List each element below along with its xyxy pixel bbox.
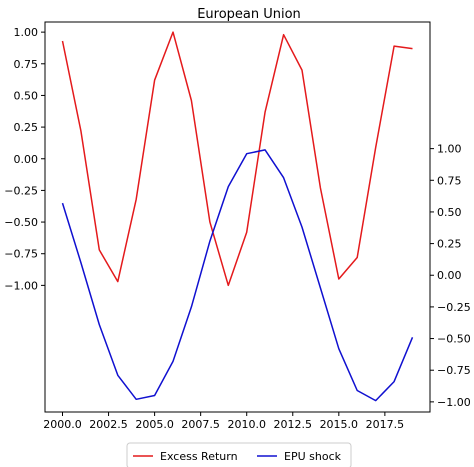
left-y-axis: 1.00 0.75 0.50 0.25 0.00 −0.25 −0.50 −0.75 −1.00 (4, 26, 45, 292)
x-tick-label: 2015.0 (320, 418, 359, 431)
plot-frame (44, 21, 431, 413)
right-y-tick-label: 0.25 (437, 238, 462, 251)
right-y-tick-label: −0.25 (437, 301, 471, 314)
series-line-epu-shock (61, 149, 414, 402)
x-tick-label: 2000.0 (43, 418, 82, 431)
left-y-tick-label: 0.50 (14, 89, 39, 102)
x-axis: 2000.0 2002.5 2005.0 2007.5 2010.0 2012.5 2015… (43, 412, 404, 431)
right-y-tick-label: −0.50 (437, 333, 471, 346)
x-tick-label: 2010.0 (227, 418, 266, 431)
x-tick-label: 2007.5 (181, 418, 220, 431)
right-y-axis: 1.00 0.75 0.50 0.25 0.00 −0.25 −0.50 −0.75 −1.00 (430, 143, 471, 409)
x-tick-label: 2012.5 (274, 418, 313, 431)
legend: Excess Return EPU shock (126, 442, 352, 467)
right-y-tick-label: 0.50 (437, 206, 462, 219)
left-y-tick-label: 0.25 (14, 121, 39, 134)
right-y-tick-label: 0.75 (437, 174, 462, 187)
series-line-excess-return (61, 31, 413, 287)
legend-box (126, 442, 352, 467)
left-y-tick-label: 0.00 (14, 153, 39, 166)
left-y-tick-label: −0.50 (4, 216, 38, 229)
right-y-tick-label: −1.00 (437, 396, 471, 409)
x-tick-label: 2017.5 (366, 418, 405, 431)
left-y-tick-label: 1.00 (14, 26, 39, 39)
left-y-tick-label: −0.25 (4, 184, 38, 197)
x-tick-label: 2002.5 (89, 418, 128, 431)
right-y-tick-label: 0.00 (437, 269, 462, 282)
series-layer (61, 31, 414, 402)
left-y-tick-label: −1.00 (4, 279, 38, 292)
right-y-tick-label: −0.75 (437, 364, 471, 377)
chart-title: European Union (197, 7, 301, 22)
left-y-tick-label: 0.75 (14, 58, 39, 71)
left-y-tick-label: −0.75 (4, 248, 38, 261)
x-tick-label: 2005.0 (135, 418, 174, 431)
legend-label-epu-shock: EPU shock (284, 450, 342, 463)
right-y-tick-label: 1.00 (437, 143, 462, 156)
legend-label-excess-return: Excess Return (160, 450, 238, 463)
